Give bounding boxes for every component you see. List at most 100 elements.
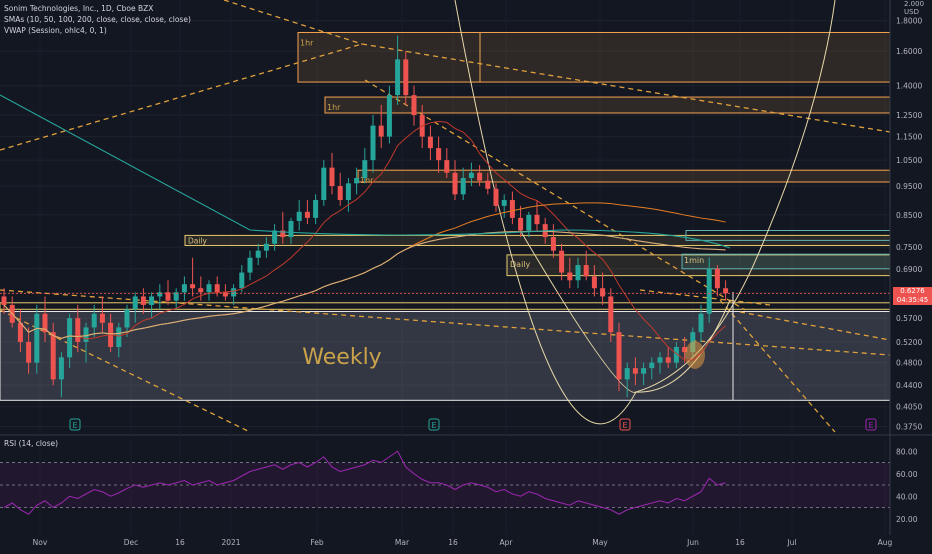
candle-body	[378, 125, 384, 137]
candle-body	[222, 292, 228, 297]
rsi-legend: RSI (14, close)	[4, 439, 59, 448]
candle-body	[649, 362, 655, 369]
candle-body	[75, 318, 81, 342]
candle-body	[575, 265, 581, 281]
candle-body	[83, 327, 89, 342]
candle-body	[190, 284, 196, 289]
candle-body	[157, 292, 163, 297]
candle-body	[395, 59, 401, 96]
y-tick-label: 0.7500	[896, 243, 922, 252]
candle-body	[42, 313, 48, 333]
candle-body	[149, 296, 155, 305]
y-tick-label: 1.2500	[896, 111, 922, 120]
hour-zone	[357, 169, 891, 183]
candle-body	[714, 268, 720, 289]
x-tick-label: 2021	[221, 538, 240, 547]
candle-body	[632, 368, 638, 374]
x-tick-label: May	[592, 538, 608, 547]
sma-10-line	[3, 120, 726, 361]
candle-body	[386, 95, 392, 137]
candle-body	[444, 160, 450, 173]
candle-body	[239, 272, 245, 289]
candle-body	[608, 296, 614, 333]
x-tick-label: Jul	[786, 538, 796, 547]
candle-body	[362, 160, 368, 179]
zone-label: 1hr	[300, 38, 314, 47]
x-tick-label: Jun	[686, 538, 699, 547]
event-marker	[428, 418, 440, 431]
y-tick-label: 0.9500	[896, 182, 922, 191]
trend-line	[0, 309, 251, 433]
zone-label: 1hr	[327, 103, 341, 112]
x-tick-label: Mar	[395, 538, 410, 547]
weekly-zone	[0, 310, 891, 401]
candle-body	[304, 211, 310, 218]
sma-100-line	[3, 230, 726, 339]
y-tick-label: 0.4800	[896, 359, 922, 368]
candle-body	[124, 309, 130, 328]
y-tick-label: 0.5700	[896, 314, 922, 323]
candle-body	[34, 313, 40, 363]
candle-body	[91, 313, 97, 328]
candle-body	[321, 167, 327, 201]
candle-body	[255, 250, 261, 258]
rsi-tick-label: 40.00	[896, 492, 918, 501]
candle-body	[673, 346, 679, 363]
candle-body	[1, 296, 7, 305]
event-marker-label: E	[72, 421, 77, 430]
y-tick-label: 0.8500	[896, 211, 922, 220]
event-marker-label: E	[622, 421, 627, 430]
currency-label: USD	[904, 8, 919, 16]
candle-body	[403, 59, 409, 96]
candle-body	[296, 211, 302, 221]
event-marker	[69, 418, 81, 431]
trend-line	[0, 289, 891, 356]
y-tick-label: 1.0500	[896, 156, 922, 165]
rsi-tick-label: 60.00	[896, 470, 918, 479]
x-tick-label: Feb	[310, 538, 324, 547]
candle-body	[17, 322, 23, 342]
x-tick-label: Nov	[33, 538, 48, 547]
candle-body	[329, 167, 335, 187]
highlight-ellipse	[685, 341, 705, 369]
rsi-panel	[0, 450, 890, 515]
x-tick-label: Dec	[124, 538, 139, 547]
candle-body	[116, 327, 122, 347]
candle-body	[706, 268, 712, 314]
candle-body	[723, 288, 729, 294]
candle-body	[288, 220, 294, 238]
candle-body	[559, 250, 565, 273]
sma-legend: SMAs (10, 50, 100, 200, close, close, cl…	[4, 15, 191, 24]
countdown: 04:35:45	[896, 296, 929, 305]
candle-body	[280, 230, 286, 238]
chart-title: Sonim Technologies, Inc., 1D, Cboe BZX	[4, 4, 154, 13]
candle-body	[99, 313, 105, 323]
x-tick-label: 16	[448, 538, 458, 547]
event-marker-label: E	[868, 421, 873, 430]
candle-body	[354, 178, 360, 184]
candle-body	[477, 172, 483, 181]
candle-body	[567, 272, 573, 281]
candle-body	[665, 357, 671, 363]
y-tick-label: 1.6000	[896, 47, 922, 56]
x-tick-label: 16	[735, 538, 745, 547]
trend-line	[364, 79, 746, 311]
zones: Weekly 1hr 1hr 1hr Daily Daily 1min	[0, 31, 891, 401]
candle-body	[247, 257, 253, 273]
candle-body	[526, 214, 532, 231]
candle-body	[698, 313, 704, 333]
candle-body	[436, 148, 442, 161]
y-tick-label: 1.4000	[896, 82, 922, 91]
parabola	[454, 0, 836, 425]
y-tick-label: 1.1500	[896, 133, 922, 142]
zone-label: 1min	[684, 256, 704, 265]
last-price: 0.6276	[900, 287, 925, 296]
candle-body	[173, 292, 179, 301]
y-tick-label: 1.8000	[896, 17, 922, 26]
min-zone	[681, 253, 891, 270]
y-tick-label: 0.4400	[896, 381, 922, 390]
x-tick-label: 16	[175, 538, 185, 547]
